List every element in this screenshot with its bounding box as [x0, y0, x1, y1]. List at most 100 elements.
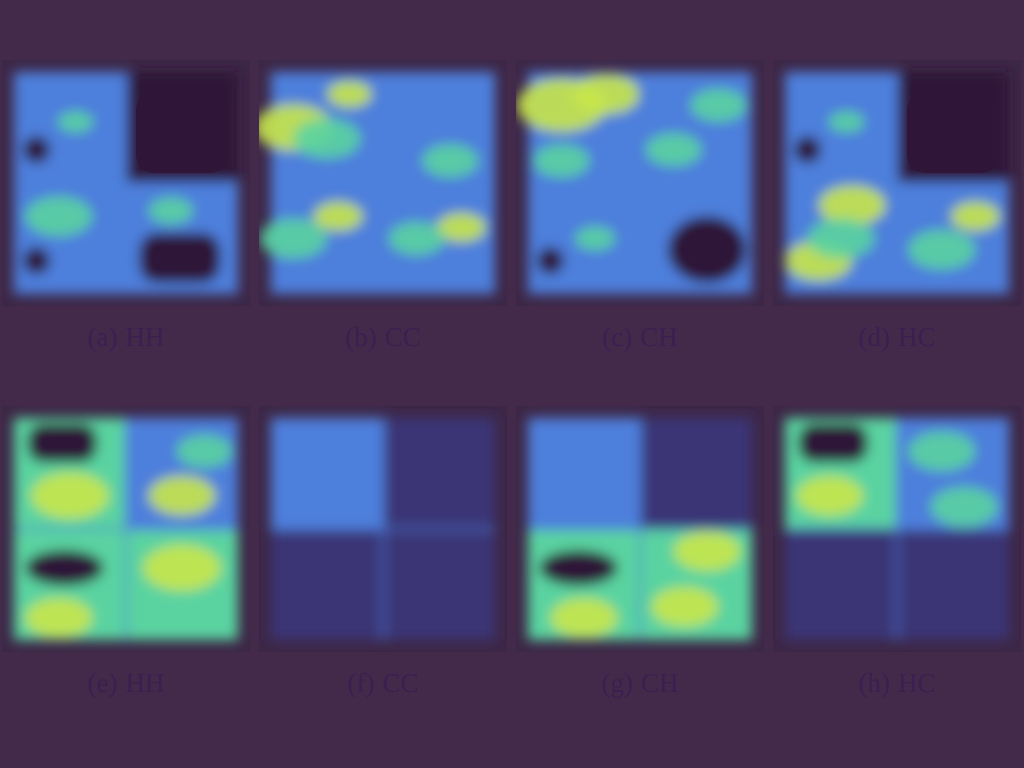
empty-region: [25, 550, 104, 586]
intensity-blob: [313, 201, 363, 231]
heatmap-frame: [2, 60, 250, 306]
intensity-blob: [818, 185, 886, 226]
panel-label: (h): [858, 668, 890, 698]
heatmap-frame: [259, 406, 507, 652]
heatmap-frame: [773, 60, 1021, 306]
heatmap-svg: [259, 72, 495, 294]
quadrant-cell: [640, 72, 752, 183]
intensity-blob: [259, 218, 327, 259]
intensity-blob: [651, 586, 719, 627]
intensity-blob: [908, 431, 976, 472]
intensity-blob: [176, 434, 233, 468]
heatmap-panel: (d) HC: [773, 60, 1021, 352]
empty-region: [907, 92, 999, 173]
panel-label: (d): [858, 322, 890, 352]
heatmap-svg: [14, 418, 238, 640]
panel-condition: HH: [125, 322, 165, 352]
panel-caption: (d) HC: [773, 322, 1021, 353]
heatmap-panel: (f) CC: [259, 406, 507, 698]
heatmap-frame: [259, 60, 507, 306]
grid-line: [785, 181, 1009, 185]
panel-caption: (h) HC: [773, 668, 1021, 699]
grid-line: [528, 527, 752, 531]
heatmap-svg: [528, 418, 752, 640]
grid-line: [528, 181, 752, 185]
intensity-blob: [436, 212, 487, 243]
panel-caption: (g) CH: [516, 668, 764, 699]
intensity-blob: [30, 472, 110, 520]
heatmap-svg: [785, 72, 1009, 294]
intensity-blob: [572, 74, 640, 115]
intensity-blob: [645, 133, 702, 167]
intensity-blob: [575, 226, 616, 251]
grid-line: [14, 181, 238, 185]
heatmap-panel: (e) HH: [2, 406, 250, 698]
panel-label: (b): [345, 322, 377, 352]
empty-region: [136, 92, 228, 173]
empty-region: [539, 550, 618, 586]
panel-caption: (c) CH: [516, 322, 764, 353]
empty-region: [22, 247, 50, 275]
quadrant-cell: [271, 529, 383, 640]
intensity-blob: [950, 201, 1001, 231]
heatmap-panel: (a) HH: [2, 60, 250, 352]
panel-caption: (a) HH: [2, 322, 250, 353]
empty-region: [22, 136, 50, 164]
quadrant-cell: [383, 418, 495, 529]
intensity-blob: [25, 196, 93, 237]
panel-caption: (e) HH: [2, 668, 250, 699]
heatmap-svg: [516, 72, 752, 294]
grid-line: [271, 181, 495, 185]
intensity-blob: [690, 88, 747, 122]
empty-region: [139, 232, 221, 283]
panel-condition: CC: [384, 322, 421, 352]
heatmap-panel: (c) CH: [516, 60, 764, 352]
panel-caption: (f) CC: [259, 668, 507, 699]
intensity-blob: [930, 486, 998, 527]
quadrant-cell: [785, 529, 897, 640]
grid-line: [14, 527, 238, 531]
panel-label: (g): [601, 668, 633, 698]
intensity-blob: [148, 197, 194, 225]
intensity-blob: [673, 531, 741, 572]
intensity-blob: [550, 597, 618, 638]
panel-condition: CC: [382, 668, 419, 698]
intensity-blob: [142, 544, 222, 592]
empty-region: [536, 247, 564, 275]
intensity-blob: [908, 229, 976, 270]
panel-condition: CH: [640, 668, 679, 698]
panel-condition: HC: [897, 322, 936, 352]
quadrant-cell: [528, 418, 640, 529]
heatmap-svg: [271, 418, 495, 640]
empty-region: [793, 136, 821, 164]
empty-region: [27, 423, 97, 463]
heatmap-frame: [516, 60, 764, 306]
heatmap-frame: [773, 406, 1021, 652]
intensity-blob: [388, 221, 445, 256]
intensity-blob: [293, 118, 361, 159]
intensity-blob: [148, 475, 216, 516]
heatmap-panel: (g) CH: [516, 406, 764, 698]
quadrant-cell: [271, 418, 383, 529]
panel-condition: HH: [125, 668, 165, 698]
panel-label: (a): [87, 322, 118, 352]
quadrant-cell: [383, 529, 495, 640]
heatmap-panel: (h) HC: [773, 406, 1021, 698]
grid-line: [785, 527, 1009, 531]
quadrant-cell: [897, 529, 1009, 640]
empty-region: [798, 423, 868, 463]
intensity-blob: [807, 218, 875, 259]
intensity-blob: [25, 597, 93, 638]
panel-label: (e): [87, 668, 118, 698]
intensity-blob: [57, 111, 94, 133]
intensity-blob: [828, 111, 865, 133]
grid-line: [271, 527, 495, 531]
heatmap-frame: [2, 406, 250, 652]
panel-condition: HC: [897, 668, 936, 698]
intensity-blob: [327, 80, 372, 108]
intensity-blob: [422, 144, 479, 178]
empty-region: [668, 216, 747, 283]
heatmap-frame: [516, 406, 764, 652]
intensity-blob: [533, 144, 590, 178]
heatmap-svg: [14, 72, 238, 294]
